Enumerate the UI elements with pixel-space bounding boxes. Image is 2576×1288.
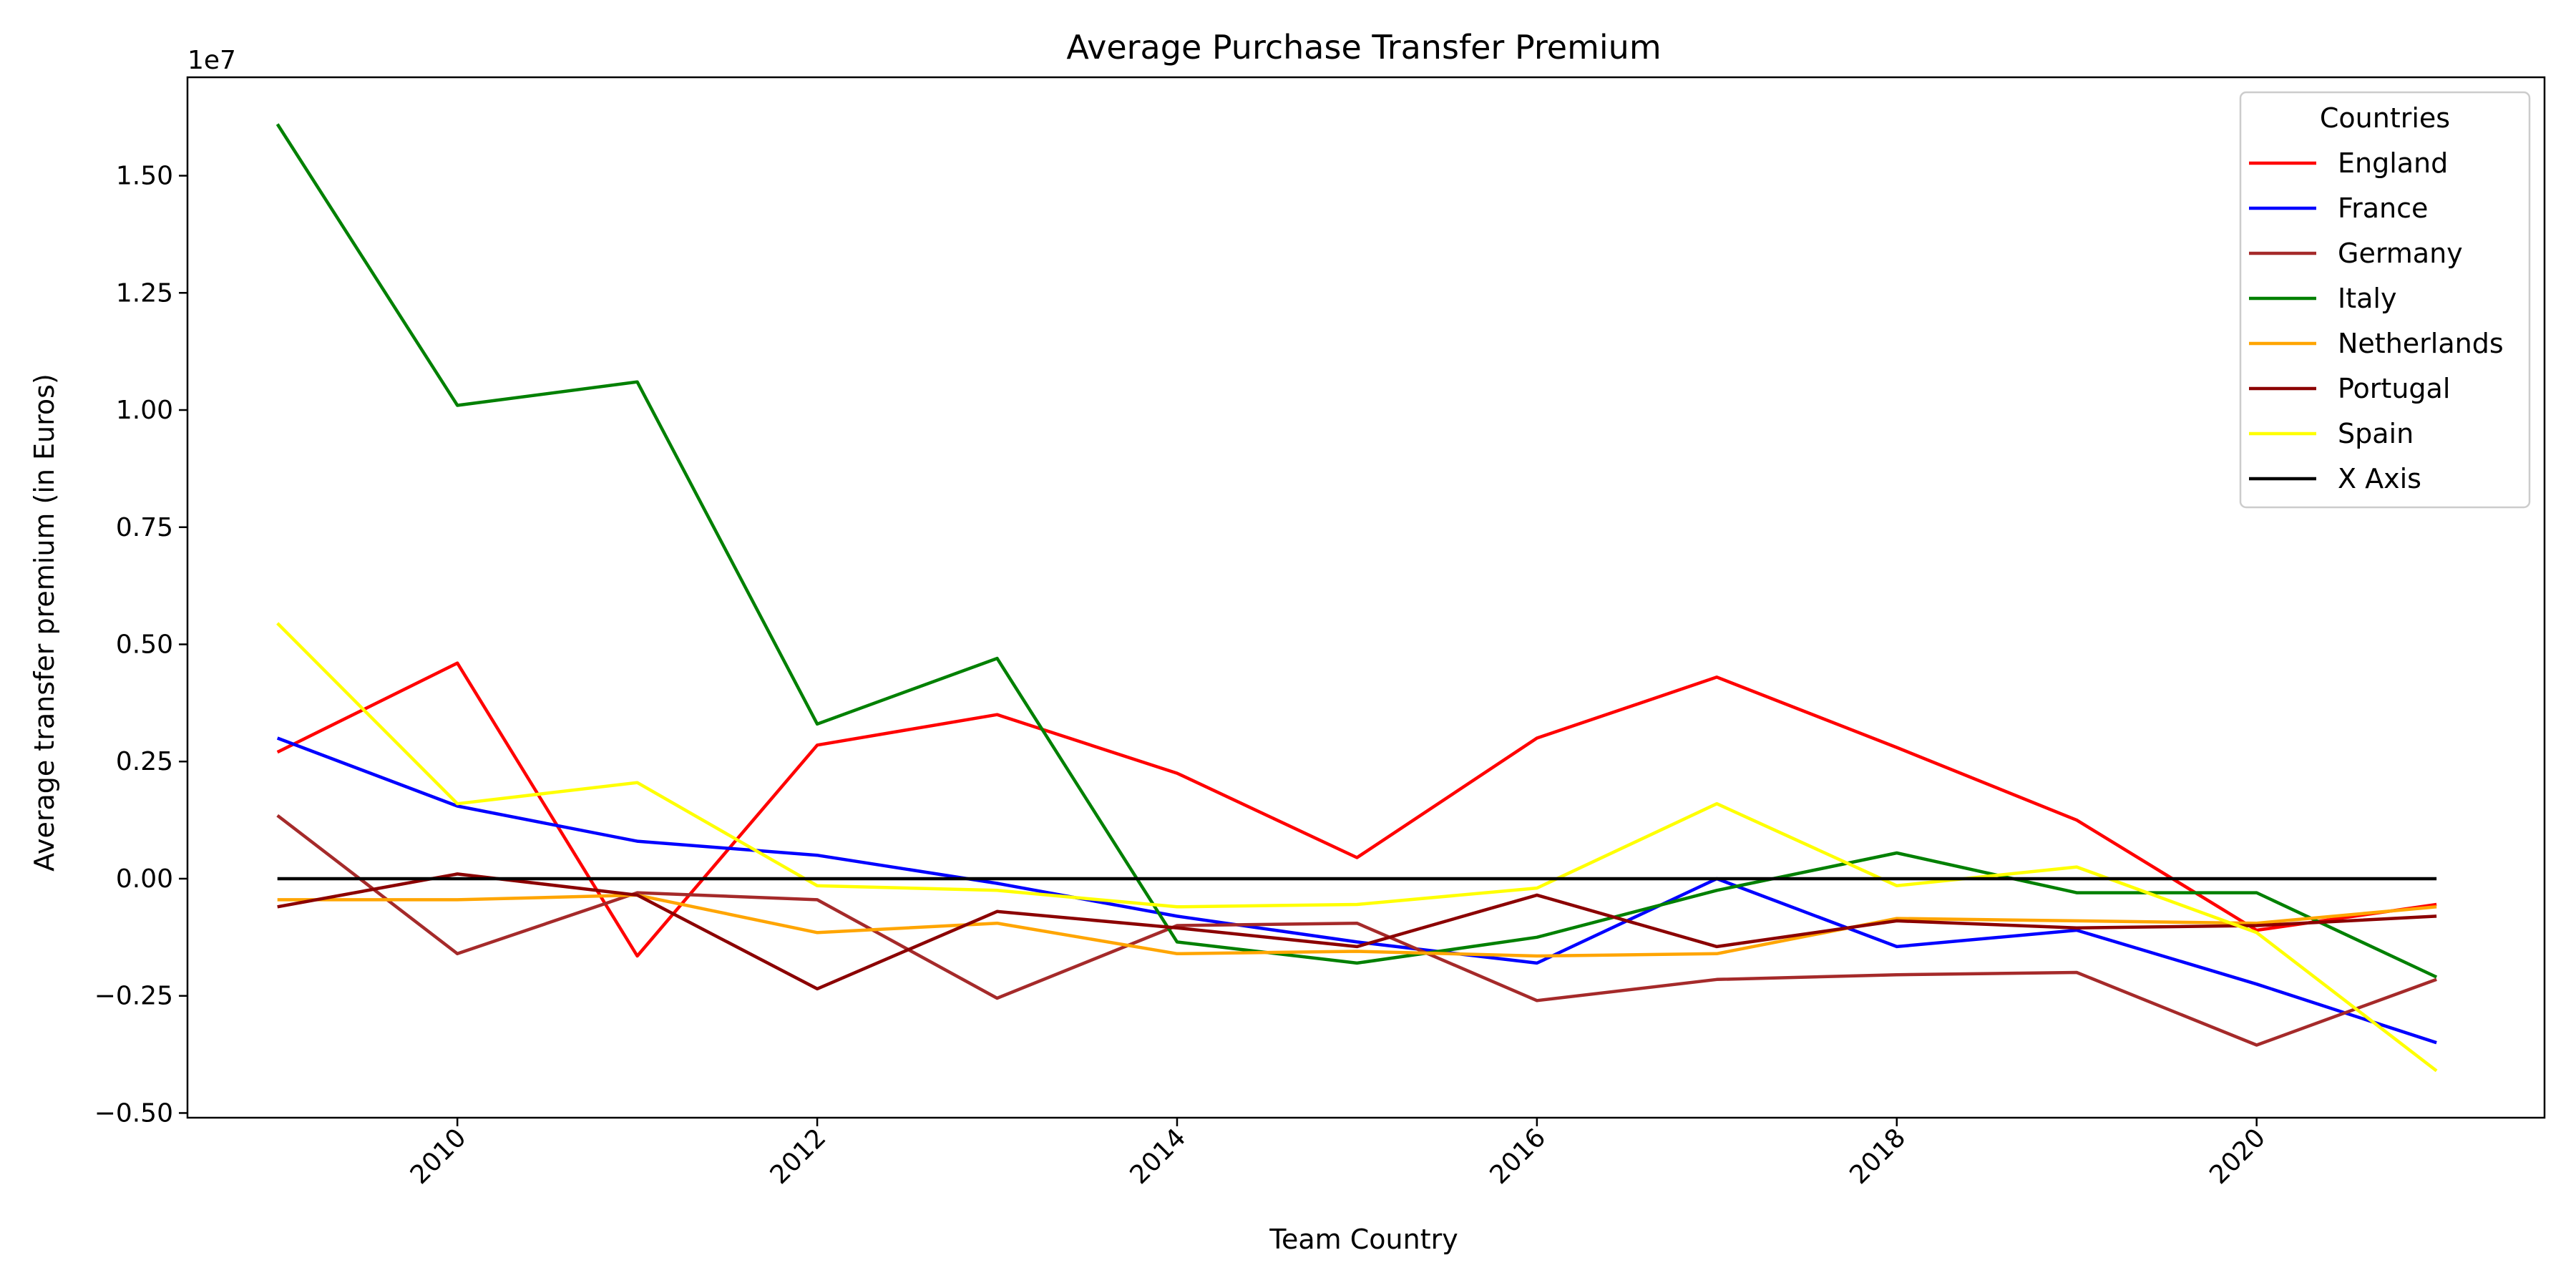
series-line-england xyxy=(276,661,2437,958)
series-layer xyxy=(275,123,2438,1073)
series-line-italy xyxy=(275,123,2438,979)
legend-label-spain: Spain xyxy=(2338,418,2414,449)
y-offset-label: 1e7 xyxy=(187,46,236,75)
y-tick-label: 0.75 xyxy=(116,513,173,542)
legend-label-netherlands: Netherlands xyxy=(2338,328,2504,359)
legend-label-italy: Italy xyxy=(2338,283,2396,314)
chart-title: Average Purchase Transfer Premium xyxy=(1066,28,1661,67)
y-tick-label: −0.50 xyxy=(94,1098,173,1128)
y-tick-label: 1.00 xyxy=(116,396,173,425)
legend-label-england: England xyxy=(2338,147,2448,179)
y-tick-label: 0.00 xyxy=(116,864,173,894)
series-line-portugal xyxy=(277,872,2437,991)
plot-frame xyxy=(186,76,2546,1119)
legend: Countries England France Germany Italy Nethe… xyxy=(2239,91,2531,509)
y-tick-label: 0.50 xyxy=(116,630,173,659)
legend-label-portugal: Portugal xyxy=(2338,373,2450,404)
y-tick-label: 0.25 xyxy=(116,747,173,776)
series-line-france xyxy=(276,736,2437,1045)
series-line-germany xyxy=(276,814,2437,1047)
y-tick-label: −0.25 xyxy=(94,982,173,1011)
legend-box xyxy=(2239,91,2531,509)
series-line-spain xyxy=(276,622,2438,1073)
legend-title: Countries xyxy=(2320,102,2450,134)
legend-label-france: France xyxy=(2338,192,2428,224)
legend-label-x-axis: X Axis xyxy=(2338,463,2421,494)
y-tick-label: 1.25 xyxy=(116,278,173,308)
y-tick-label: 1.50 xyxy=(116,162,173,191)
x-axis-title: Team Country xyxy=(1269,1224,1458,1255)
legend-items: England France Germany Italy Netherlands Port… xyxy=(2249,147,2504,494)
y-axis-title: Average transfer premium (in Euros) xyxy=(29,374,60,872)
legend-label-germany: Germany xyxy=(2338,238,2463,269)
